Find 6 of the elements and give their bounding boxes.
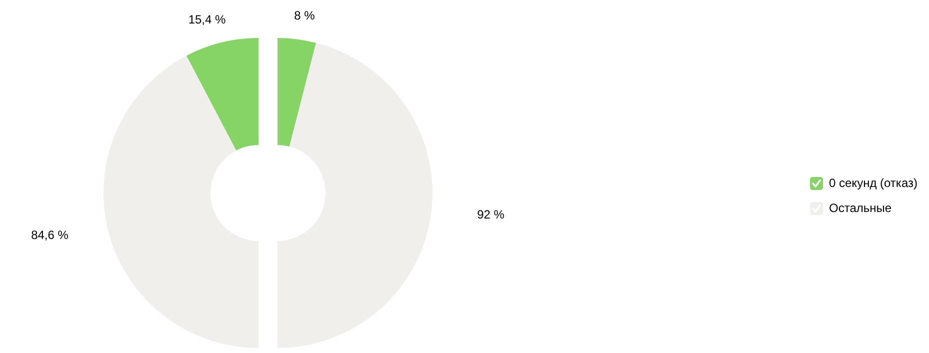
- data-label: 8 %: [294, 8, 316, 23]
- data-label: 84,6 %: [31, 228, 69, 242]
- legend-label: Остальные: [829, 201, 892, 216]
- legend-label: 0 секунд (отказ): [829, 176, 918, 190]
- data-label: 15,4 %: [188, 12, 226, 26]
- data-label: 92 %: [477, 207, 505, 222]
